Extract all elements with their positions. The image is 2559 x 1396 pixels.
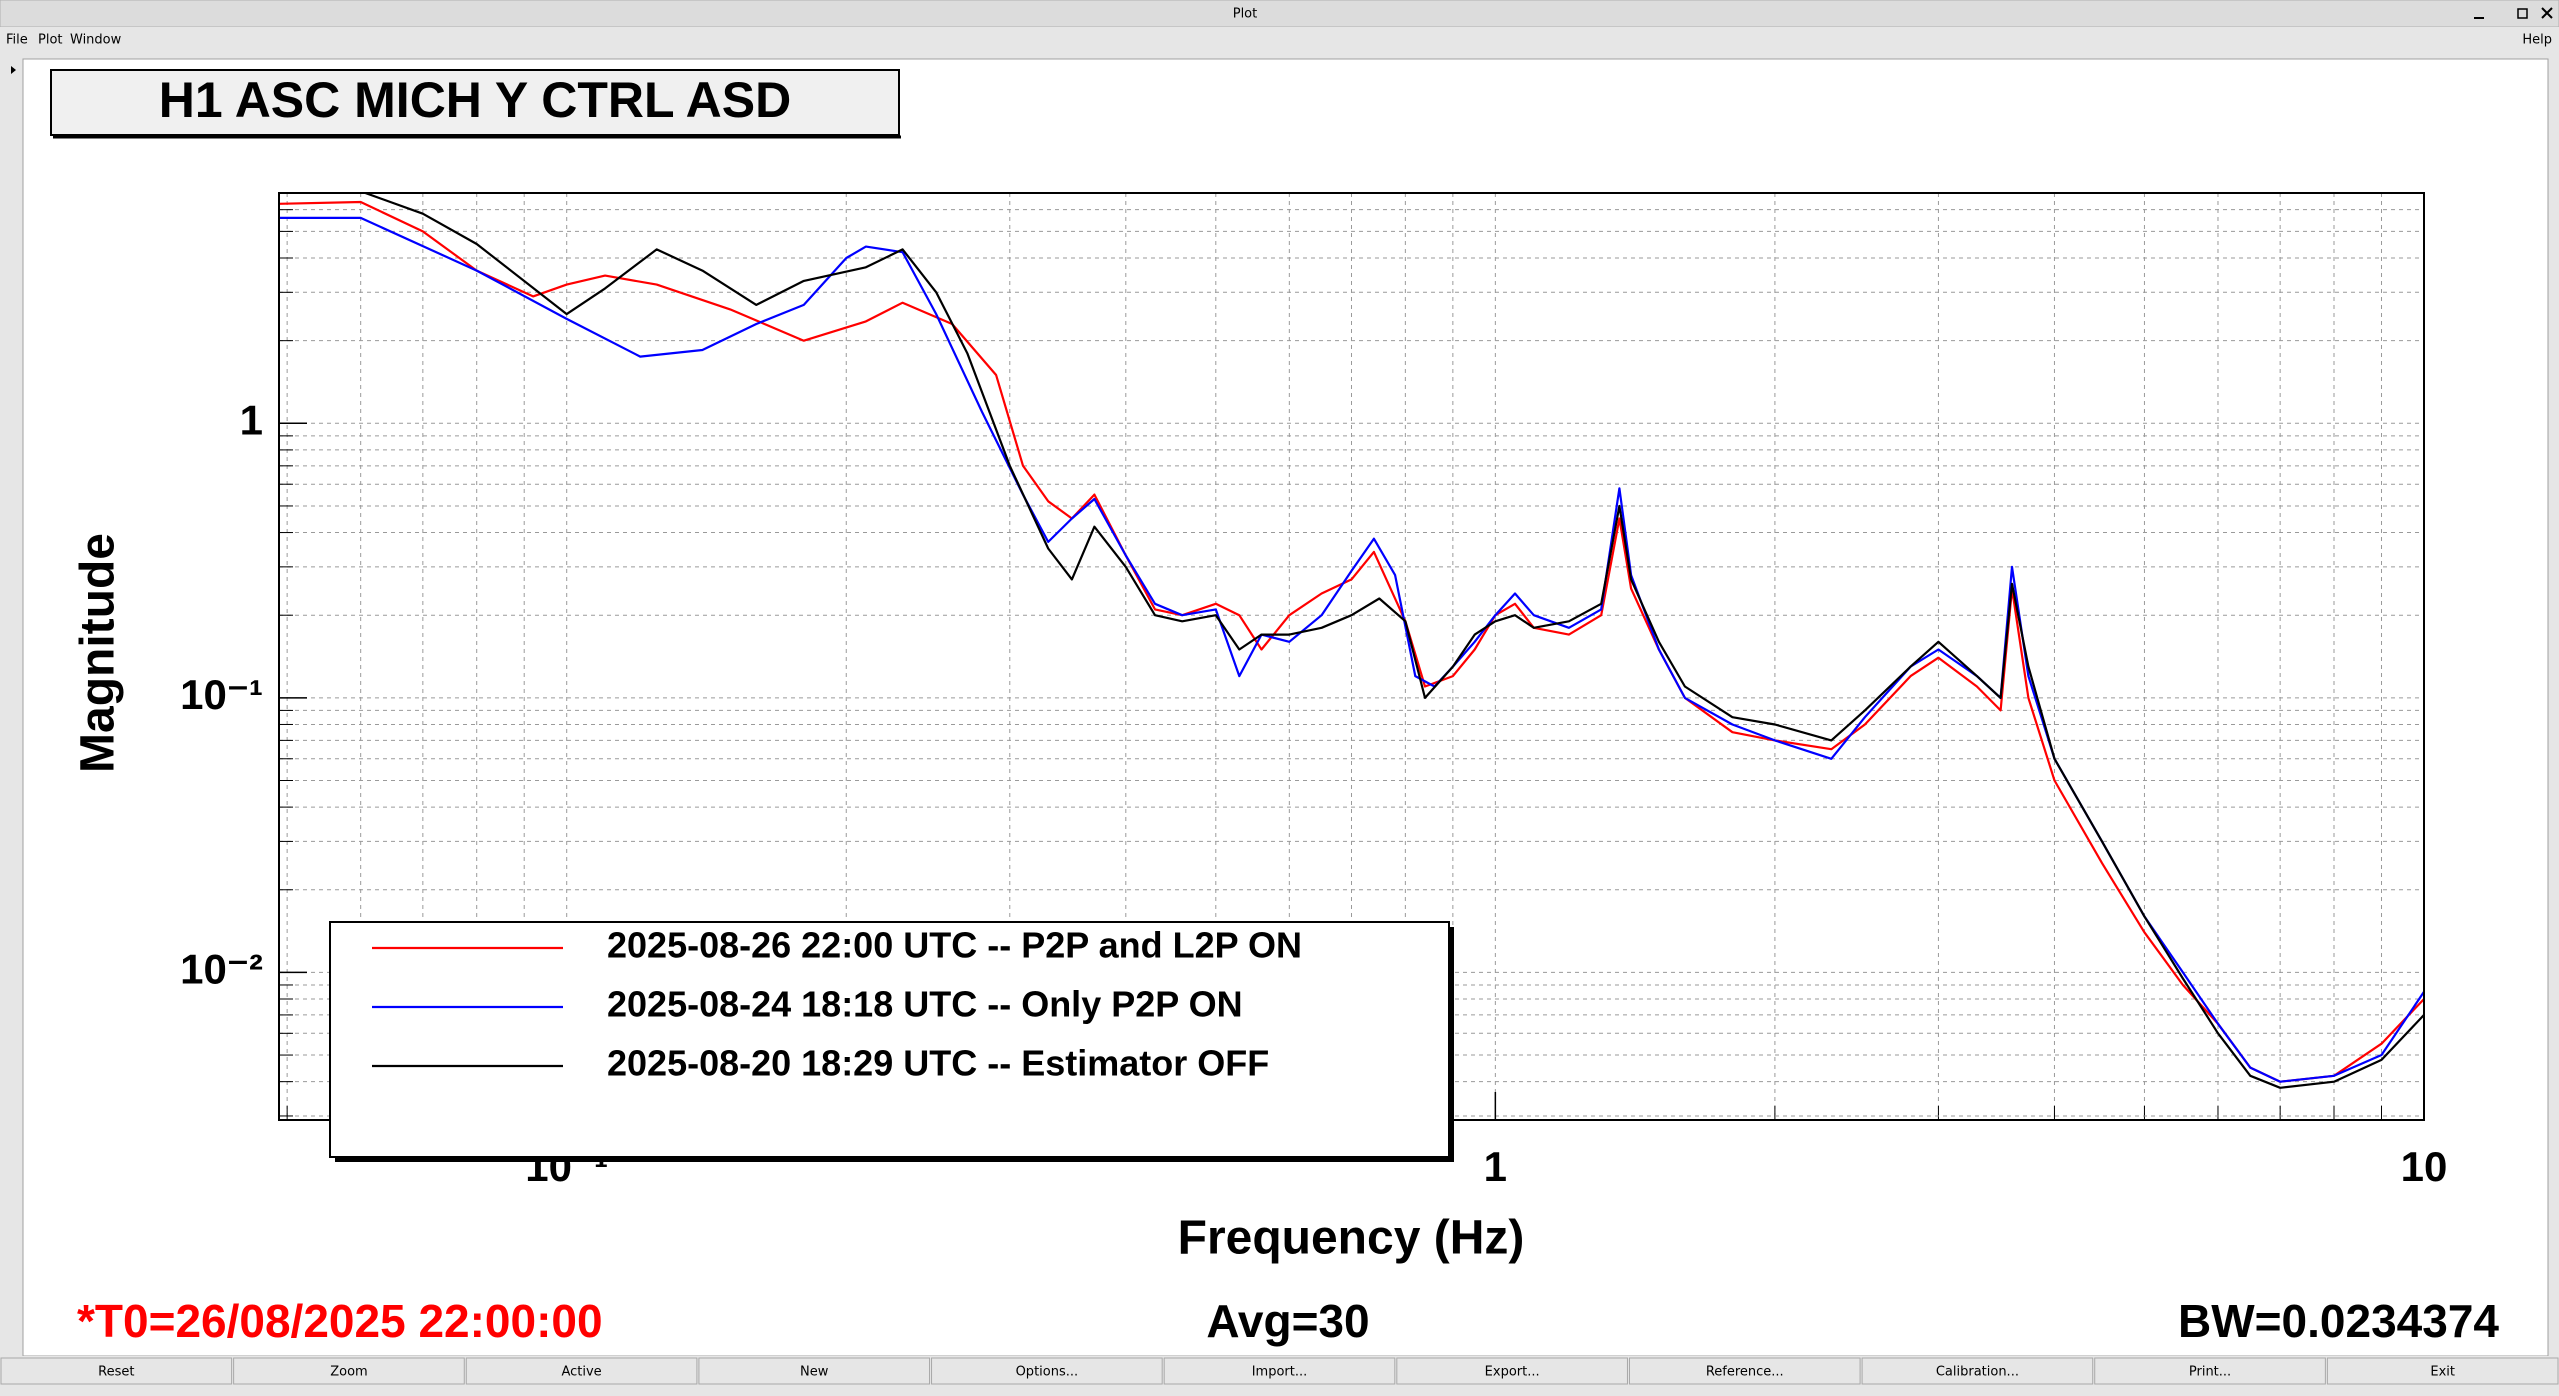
button-label[interactable]: Reset [98, 1365, 134, 1380]
toolbar-button[interactable] [2326, 1357, 2559, 1385]
chart-title: H1 ASC MICH Y CTRL ASD [159, 72, 792, 128]
toolbar-button[interactable] [698, 1357, 931, 1385]
button-label[interactable]: New [800, 1365, 829, 1380]
avg-label: Avg=30 [1206, 1295, 1369, 1347]
legend-label: 2025-08-24 18:18 UTC -- Only P2P ON [607, 984, 1243, 1025]
toolbar-button[interactable] [233, 1357, 465, 1385]
toolbar-button[interactable] [465, 1357, 698, 1385]
button-label[interactable]: Print... [2189, 1365, 2231, 1380]
button-label[interactable]: Export... [1485, 1365, 1540, 1380]
legend-label: 2025-08-20 18:29 UTC -- Estimator OFF [607, 1043, 1269, 1084]
toolbar-button[interactable] [1861, 1357, 2094, 1385]
side-strip [0, 56, 21, 1356]
toolbar-button[interactable] [0, 1357, 233, 1385]
maximize-button[interactable] [2517, 8, 2528, 19]
window-controls[interactable] [2474, 7, 2553, 19]
y-tick-label: 10⁻¹ [180, 671, 263, 718]
expand-arrow[interactable] [11, 66, 16, 74]
window-title: Plot [1233, 7, 1258, 22]
x-tick-label: 10 [2401, 1143, 2448, 1190]
y-tick-label: 10⁻² [180, 945, 263, 992]
toolbar-button[interactable] [1163, 1357, 1396, 1385]
button-label[interactable]: Reference... [1706, 1365, 1784, 1380]
button-label[interactable]: Zoom [330, 1365, 367, 1380]
button-label[interactable]: Options... [1016, 1365, 1079, 1380]
y-axis-title: Magnitude [72, 533, 125, 773]
button-label[interactable]: Active [561, 1365, 601, 1380]
title-box [50, 69, 900, 136]
menu-bar [0, 27, 2559, 51]
menu-item[interactable]: Plot [38, 33, 63, 48]
t0-label: *T0=26/08/2025 22:00:00 [77, 1295, 603, 1347]
button-label[interactable]: Exit [2430, 1365, 2455, 1380]
menu-item[interactable]: Help [2522, 33, 2552, 48]
legend-box [329, 921, 1450, 1158]
toolbar-button[interactable] [931, 1357, 1163, 1385]
title-bar [0, 0, 2559, 28]
button-label[interactable]: Import... [1252, 1365, 1308, 1380]
series-line [279, 200, 2424, 1083]
toolbar-button[interactable] [1628, 1357, 1861, 1385]
menu-item[interactable]: File [6, 33, 28, 48]
button-label[interactable]: Calibration... [1936, 1365, 2019, 1380]
buttons: Reset Zoom Active New Options... Import... Exp… [0, 1357, 2559, 1385]
x-tick-label: 1 [1484, 1143, 1507, 1190]
close-button[interactable] [2541, 7, 2553, 19]
menu-item[interactable]: Window [70, 33, 122, 48]
toolbar-button[interactable] [1396, 1357, 1628, 1385]
series-line [362, 193, 2424, 1089]
toolbar-button[interactable] [2094, 1357, 2326, 1385]
legend-label: 2025-08-26 22:00 UTC -- P2P and L2P ON [607, 925, 1302, 966]
x-axis-title: Frequency (Hz) [1178, 1212, 1525, 1265]
bw-label: BW=0.0234374 [2178, 1295, 2499, 1347]
y-tick-label: 1 [240, 396, 263, 443]
